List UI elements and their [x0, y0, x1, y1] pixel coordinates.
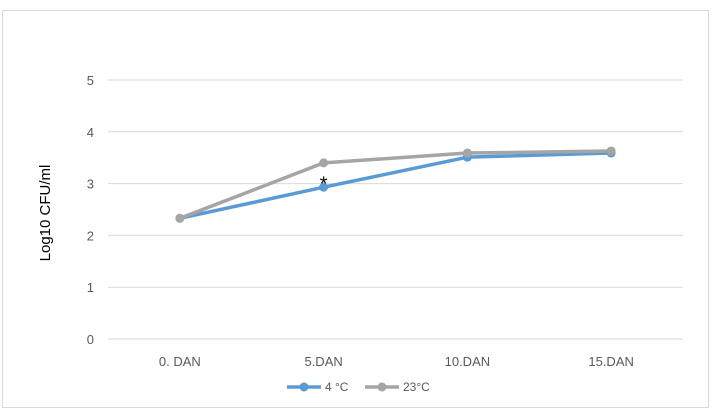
legend-swatch-marker-1 — [377, 382, 387, 392]
y-axis-label: Log10 CFU/ml — [37, 165, 54, 262]
y-tick-label-2: 2 — [87, 228, 94, 243]
data-point-1-1 — [319, 158, 329, 168]
legend-swatch-marker-0 — [299, 382, 309, 392]
y-tick-labels: 0 1 2 3 4 5 — [87, 73, 94, 347]
chart-frame — [2, 10, 709, 408]
y-tick-label-4: 4 — [87, 125, 94, 140]
annotations: * — [320, 173, 328, 195]
legend: 4 °C 23°C — [287, 380, 430, 394]
x-tick-label-3: 15.DAN — [588, 354, 634, 369]
y-tick-label-0: 0 — [87, 332, 94, 347]
legend-label-0: 4 °C — [325, 380, 349, 394]
legend-label-1: 23°C — [403, 380, 430, 394]
y-tick-label-5: 5 — [87, 73, 94, 88]
x-tick-labels: 0. DAN 5.DAN 10.DAN 15.DAN — [159, 354, 634, 369]
y-tick-label-3: 3 — [87, 177, 94, 192]
gridlines — [108, 79, 683, 340]
x-tick-label-1: 5.DAN — [304, 354, 342, 369]
y-tick-label-1: 1 — [87, 280, 94, 295]
data-point-1-2 — [462, 148, 472, 158]
data-point-1-3 — [606, 146, 616, 156]
data-point-0-1 — [319, 182, 329, 192]
series-line-1 — [178, 149, 613, 221]
annotation-asterisk: * — [320, 173, 328, 195]
series-group — [175, 146, 616, 223]
legend-item-0: 4 °C — [287, 380, 349, 394]
series-1 — [175, 146, 616, 223]
series-line-0 — [178, 151, 613, 221]
data-point-1-0 — [175, 213, 185, 223]
legend-item-1: 23°C — [365, 380, 430, 394]
x-tick-label-2: 10.DAN — [445, 354, 491, 369]
x-tick-label-0: 0. DAN — [159, 354, 201, 369]
